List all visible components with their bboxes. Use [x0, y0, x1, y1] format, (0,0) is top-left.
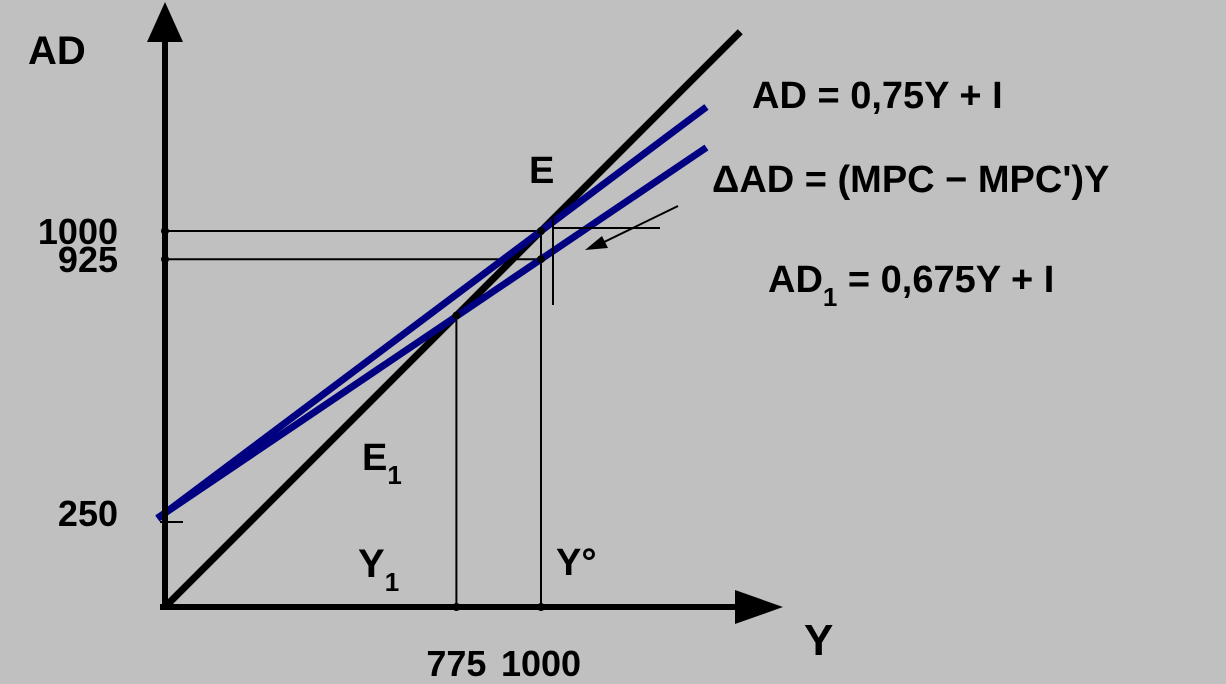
- dot-y-1000: [161, 227, 169, 235]
- x-tick-label-0: 775: [426, 643, 486, 684]
- y-axis-arrow: [147, 2, 183, 42]
- y-axis-label: AD: [28, 29, 86, 73]
- shift-arrow: [599, 205, 679, 245]
- dot-x-775: [452, 603, 461, 611]
- axes: [147, 2, 783, 624]
- y0-label: Y°: [556, 542, 597, 584]
- y-tick-label-2: 250: [58, 493, 118, 534]
- series-line-1: [155, 104, 709, 522]
- point-e-label: E: [529, 150, 554, 192]
- y-tick-label-0: 1000: [38, 211, 118, 252]
- shift-arrow-head: [585, 236, 608, 250]
- point-e1-label: E1: [362, 437, 402, 490]
- ad-equation: AD = 0,75Y + I: [752, 75, 1003, 117]
- delta-ad-equation: ΔAD = (MPC − MPC')Y: [712, 159, 1109, 201]
- guide-lines: [165, 230, 542, 607]
- y1-label: Y1: [358, 542, 399, 597]
- y-tick-label-1: 925: [58, 239, 118, 280]
- dot-x-1000: [537, 603, 545, 611]
- series-lines: [155, 29, 743, 610]
- x-axis-arrow: [735, 590, 783, 624]
- series-line-2: [155, 144, 709, 521]
- ad1-equation: AD1 = 0,675Y + I: [768, 259, 1054, 312]
- dot-point-e: [537, 227, 545, 235]
- point-markers: [161, 227, 545, 611]
- dot-point-e1: [452, 311, 461, 320]
- x-axis-label: Y: [804, 616, 833, 665]
- dot-y-925: [161, 255, 169, 264]
- dot-ad1-at-1000: [537, 255, 545, 264]
- x-tick-label-1: 1000: [501, 643, 581, 684]
